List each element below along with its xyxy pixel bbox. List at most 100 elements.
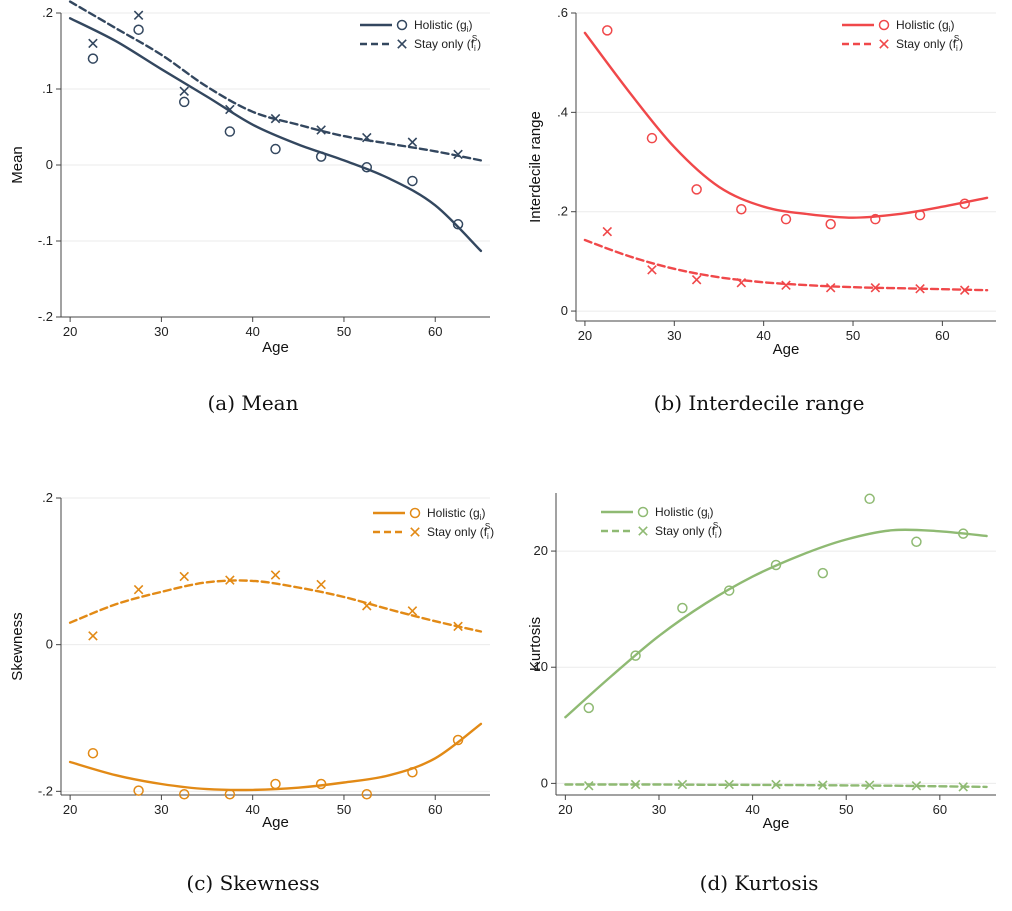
data-point-circle [870,213,881,225]
figure-caption: (b) Interdecile range [654,391,865,415]
gridlines [576,12,996,312]
figure-caption: (c) Skewness [186,871,319,895]
data-point-circle [452,734,464,746]
data-point-x [133,10,144,21]
y-tick-label: .6 [557,5,568,20]
x-tick-label: 40 [745,802,759,817]
legend: Holistic (gi)Stay only (fiS) [601,505,722,540]
series-mean-holistic [68,17,483,253]
data-point-circle [911,536,922,548]
data-point-circle [630,650,641,661]
legend-marker-x [397,39,407,49]
x-axis-title: Age [763,815,790,832]
x-tick-label: 20 [63,324,77,339]
y-tick-label: 10 [534,659,548,674]
x-tick-label: 50 [846,328,860,343]
legend-label: Stay only (fiS) [896,34,963,53]
y-tick-label: .2 [42,490,53,505]
x-axis-title: Age [773,341,800,358]
figure-caption: (d) Kurtosis [700,871,819,895]
x-tick-label: 40 [245,324,259,339]
y-tick-label: 0 [541,775,548,790]
fit-line [583,31,989,219]
axes: 0 10 20 20 30 40 50 60 [534,493,996,817]
data-point-circle [361,162,373,173]
x-tick-label: 60 [933,802,947,817]
series-interdecile-range-stay-only [583,226,989,295]
gridlines [61,12,490,318]
chart-panel-kurtosis: 0 10 20 20 30 40 50 60 Age Kurtosis Holistic (gi) S… [506,470,1012,911]
data-point-x [407,606,418,616]
legend-label: Stay only (fiS) [414,34,481,53]
y-axis-title: Kurtosis [527,617,544,671]
x-tick-label: 50 [337,324,351,339]
data-point-x [270,113,281,124]
y-tick-label: 0 [46,157,53,172]
data-point-circle [602,25,613,36]
data-point-x [407,137,418,147]
legend-marker-x [638,526,648,536]
legend: Holistic (gi)Stay only (fiS) [360,18,481,53]
data-point-circle [133,24,144,35]
legend-marker-circle [637,506,649,518]
series-kurtosis-holistic [564,493,988,719]
data-point-x [270,570,281,580]
data-point-circle [361,789,373,800]
data-point-circle [959,198,970,210]
legend-marker-x [410,527,420,537]
data-point-circle [407,767,418,778]
legend-label: Stay only (fiS) [655,521,722,540]
data-point-x [724,779,734,790]
fit-line [68,17,483,253]
gridlines [61,497,490,792]
chart-panel-interdecile-range: 0 .2 .4 .6 20 30 40 50 60 Age Interdecile range Hol… [506,0,1012,440]
y-tick-label: -.1 [38,233,53,248]
data-point-x [88,631,98,641]
data-point-circle [270,778,281,790]
legend-label: Holistic (gi) [427,506,485,522]
y-axis-title: Skewness [9,612,26,680]
data-point-x [453,621,463,632]
data-point-x [825,282,836,293]
data-point-circle [770,559,782,571]
data-point-circle [864,493,875,505]
x-tick-label: 20 [63,802,77,817]
figure-caption: (a) Mean [207,391,298,415]
data-point-circle [736,203,747,215]
data-point-x [958,782,968,792]
data-point-x [959,285,970,295]
data-point-circle [224,126,236,137]
y-tick-label: 0 [561,303,568,318]
chart-panel-skewness: -.2 0 .2 20 30 40 50 60 Age Skewness Holistic (gi)… [0,470,506,911]
data-point-circle [677,602,688,614]
data-point-circle [646,132,658,144]
y-tick-label: 20 [534,543,548,558]
y-tick-label: 0 [46,637,53,652]
data-point-circle [723,585,735,596]
data-point-x [179,86,189,97]
data-point-circle [780,213,792,225]
axes: 0 .2 .4 .6 20 30 40 50 60 [557,5,996,343]
data-point-circle [407,175,418,187]
series-interdecile-range-holistic [583,25,989,230]
data-point-x [453,149,463,160]
data-point-circle [914,209,926,221]
series-skewness-stay-only [68,570,483,641]
x-tick-label: 30 [154,802,168,817]
fit-line [68,579,483,633]
chart-panel-mean: -.2 -.1 0 .1 .2 20 30 40 50 60 Age Mean Holistic (gi… [0,0,506,440]
data-point-x [818,780,828,790]
data-point-x [677,779,688,790]
data-point-x [736,277,747,288]
x-tick-label: 40 [756,328,770,343]
chart-mean: -.2 -.1 0 .1 .2 20 30 40 50 60 Age Mean Holistic (gi… [9,0,490,415]
data-point-x [602,226,613,237]
data-point-circle [87,747,99,759]
y-tick-label: -.2 [38,783,53,798]
data-point-circle [178,789,190,800]
x-tick-label: 60 [935,328,949,343]
data-point-circle [817,567,829,579]
legend: Holistic (gi)Stay only (fiS) [373,506,494,541]
x-tick-label: 20 [578,328,592,343]
data-point-x [870,282,881,293]
